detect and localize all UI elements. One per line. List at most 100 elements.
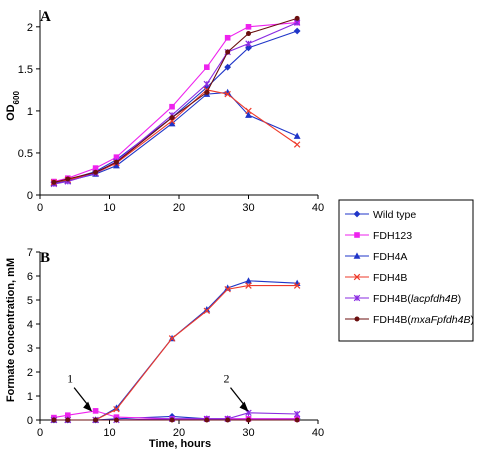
data-point — [65, 412, 71, 418]
series-line — [53, 285, 298, 421]
data-point — [113, 159, 119, 165]
panel-b-xlabel: Time, hours — [149, 438, 211, 450]
data-point — [113, 405, 120, 413]
legend-marker — [353, 273, 361, 281]
panel-b-series — [50, 277, 301, 424]
data-point — [65, 176, 71, 182]
y-tick-label: 1 — [27, 106, 33, 118]
panel-b-ylabel: Formate concentration, mM — [5, 258, 17, 402]
panel-a-axes: 0 10 20 30 40 0 0.5 1 1.5 2 — [18, 10, 324, 214]
data-point — [224, 34, 231, 41]
x-tick-label: 40 — [312, 427, 324, 439]
legend-item: FDH4A — [345, 251, 407, 263]
x-tick-label: 0 — [37, 427, 43, 439]
data-point — [169, 417, 175, 423]
data-point — [204, 64, 210, 70]
data-point — [224, 90, 231, 98]
y-tick-label: 0 — [27, 415, 33, 427]
data-point — [113, 154, 120, 160]
x-tick-label: 30 — [242, 427, 254, 439]
data-point — [92, 165, 99, 171]
series-line — [53, 410, 298, 420]
legend-marker — [354, 232, 360, 238]
legend-item: FDH4B(mxaFpfdh4B) — [345, 314, 474, 326]
x-tick-label: 10 — [103, 427, 115, 439]
y-tick-label: 0 — [27, 190, 33, 202]
x-tick-label: 10 — [103, 202, 115, 214]
legend-label: FDH123 — [373, 230, 412, 242]
annotation-arrowhead — [83, 401, 93, 412]
y-tick-label: 6 — [27, 271, 33, 283]
y-tick-label: 0.5 — [18, 148, 33, 160]
data-point — [203, 80, 211, 88]
data-point — [51, 179, 57, 185]
data-point — [168, 335, 176, 342]
data-point — [245, 409, 252, 417]
panel-a-growth-chart: A OD600 0 10 20 30 40 0 0.5 1 1.5 2 — [5, 9, 324, 214]
data-point — [168, 119, 176, 127]
data-point — [293, 141, 301, 148]
legend-marker — [354, 316, 360, 322]
data-point — [245, 107, 252, 115]
data-point — [293, 410, 301, 418]
data-point — [204, 417, 210, 423]
data-point — [293, 282, 301, 289]
data-point — [246, 417, 251, 423]
y-tick-label: 1.5 — [18, 64, 33, 76]
data-point — [92, 408, 99, 414]
data-point — [294, 15, 300, 21]
data-point — [245, 282, 252, 289]
data-point — [293, 27, 301, 35]
legend-label: FDH4B — [373, 272, 407, 284]
data-point — [169, 115, 175, 121]
panel-a-ylabel-main: OD — [5, 104, 17, 121]
data-point — [294, 417, 300, 423]
data-point — [113, 404, 120, 411]
data-point — [65, 417, 71, 423]
y-tick-label: 4 — [27, 319, 33, 331]
data-point — [225, 49, 231, 55]
y-tick-label: 2 — [27, 22, 33, 34]
panel-b-label: B — [40, 250, 50, 266]
y-tick-label: 5 — [27, 295, 33, 307]
legend-label: FDH4A — [373, 251, 407, 263]
panel-a-ylabel-sub: 600 — [12, 91, 21, 105]
data-point — [51, 417, 57, 423]
legend-box — [338, 199, 474, 342]
x-tick-label: 40 — [312, 202, 324, 214]
data-point — [169, 103, 175, 110]
legend-item: FDH4B(lacpfdh4B) — [345, 293, 461, 305]
data-point — [203, 307, 211, 315]
data-point — [113, 414, 120, 420]
data-point — [113, 161, 120, 169]
annotation-arrowhead — [239, 401, 249, 412]
data-point — [246, 31, 251, 37]
legend-item: FDH4B — [345, 272, 407, 284]
y-tick-label: 3 — [27, 343, 33, 355]
data-point — [224, 285, 231, 293]
x-tick-label: 30 — [242, 202, 254, 214]
panel-a-ylabel: OD600 — [5, 91, 21, 121]
data-point — [203, 306, 211, 313]
data-point — [113, 417, 119, 423]
legend: Wild type FDH123 FDH4A FDH4B FDH4B(lacpfdh4B… — [338, 199, 474, 342]
data-point — [93, 169, 99, 175]
series-line — [53, 22, 298, 183]
legend-label: FDH4B(lacpfdh4B) — [373, 293, 461, 305]
y-tick-label: 2 — [27, 367, 33, 379]
annotation-label: 2 — [224, 372, 230, 386]
panel-a-label: A — [40, 9, 51, 25]
series-line — [53, 17, 298, 183]
legend-item: Wild type — [345, 209, 416, 221]
annotation-label: 1 — [67, 372, 73, 386]
legend-marker — [353, 294, 361, 302]
legend-label: Wild type — [373, 209, 416, 221]
data-point — [204, 89, 210, 95]
data-point — [225, 417, 231, 423]
legend-marker — [353, 252, 361, 259]
legend-label: FDH4B(mxaFpfdh4B) — [373, 314, 474, 326]
x-tick-label: 0 — [37, 202, 43, 214]
legend-items: Wild type FDH123 FDH4A FDH4B FDH4B(lacpfdh4B… — [345, 209, 474, 326]
